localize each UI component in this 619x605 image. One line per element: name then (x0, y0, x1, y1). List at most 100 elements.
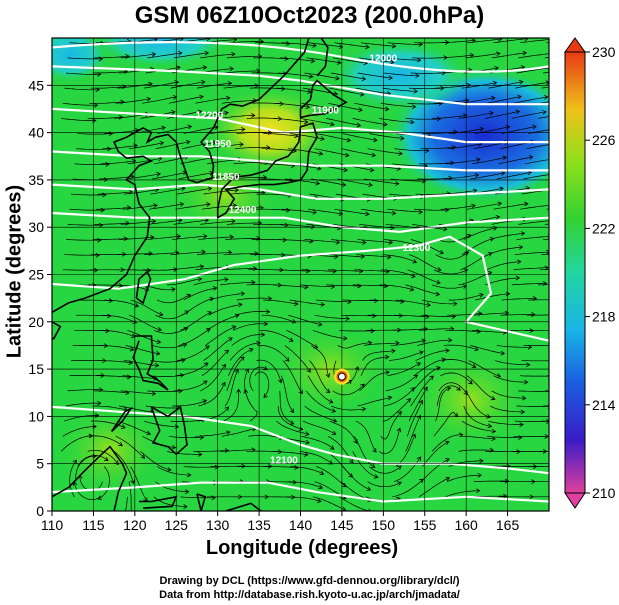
streamline-arrow (418, 399, 423, 405)
streamline (413, 208, 449, 211)
streamline-arrow (306, 368, 311, 373)
streamline-arrow (500, 171, 506, 176)
streamline (538, 284, 549, 286)
streamline-arrow (117, 531, 121, 535)
streamline (415, 350, 450, 361)
streamline (153, 327, 188, 334)
streamline-arrow (397, 411, 402, 416)
streamline-arrow (171, 444, 177, 450)
streamline-arrow (451, 144, 457, 150)
streamline-arrow (353, 439, 358, 444)
streamline-arrow (418, 209, 423, 215)
streamline (148, 374, 184, 377)
streamline-arrow (130, 479, 135, 485)
streamline (148, 203, 184, 210)
streamline-arrow (372, 448, 377, 453)
streamline (493, 38, 529, 44)
streamline (496, 172, 532, 180)
streamline (485, 111, 520, 119)
streamline (330, 405, 366, 411)
height-contour (52, 41, 549, 73)
streamline-arrow (228, 250, 233, 255)
streamline-arrow (471, 363, 477, 368)
streamline-arrow (214, 464, 220, 470)
streamline (167, 111, 202, 119)
streamline-arrow (445, 476, 451, 482)
streamline (436, 385, 461, 407)
streamline (228, 348, 254, 376)
y-tick-label: 25 (28, 267, 44, 283)
streamline-arrow (365, 211, 370, 217)
streamline (329, 254, 365, 258)
streamline (326, 284, 362, 287)
streamline (92, 70, 128, 74)
streamline (518, 220, 549, 225)
streamline (486, 435, 522, 439)
x-tick-label: 160 (454, 517, 478, 533)
streamline (518, 390, 549, 392)
streamline-arrow (356, 122, 362, 128)
streamline (312, 496, 346, 511)
streamline-arrow (358, 107, 363, 113)
streamline (466, 202, 502, 210)
streamline (357, 72, 393, 79)
streamline-arrow (557, 141, 561, 145)
streamline-arrow (151, 219, 157, 224)
streamline-arrow (341, 482, 347, 488)
streamline (435, 387, 451, 422)
streamline-arrow (320, 302, 326, 307)
streamline (208, 143, 244, 150)
streamline (278, 72, 313, 78)
streamline (394, 148, 429, 152)
streamline (514, 251, 549, 255)
x-tick-label: 115 (82, 517, 105, 533)
streamline-arrow (495, 214, 501, 220)
streamline-arrow (154, 362, 160, 368)
streamline-arrow (336, 60, 342, 65)
streamline (95, 207, 131, 210)
coastline (299, 79, 348, 119)
streamline (223, 253, 259, 255)
streamline-arrow (463, 390, 468, 396)
streamline-arrow (543, 95, 549, 100)
streamline (225, 70, 260, 74)
streamline (193, 450, 229, 452)
streamline-arrow (518, 244, 524, 250)
streamline (244, 368, 252, 407)
streamline (437, 234, 471, 243)
streamline-arrow (254, 83, 259, 89)
streamline-arrow (318, 484, 324, 490)
streamline (104, 299, 139, 307)
streamline (66, 239, 101, 241)
streamline (445, 490, 480, 498)
streamline (369, 465, 402, 474)
streamline (281, 208, 317, 213)
streamline (228, 41, 264, 44)
streamline-arrow (166, 467, 172, 472)
colorbar-tick-label: 226 (592, 132, 616, 148)
streamline (417, 339, 452, 346)
streamline-arrow (248, 347, 254, 353)
streamline-arrow (240, 291, 246, 297)
streamline (196, 252, 232, 255)
streamline-arrow (212, 286, 218, 291)
streamline (301, 435, 335, 450)
streamline (355, 254, 391, 258)
streamline-arrow (586, 465, 589, 469)
streamline (431, 434, 463, 452)
streamline (273, 284, 308, 288)
streamline-arrow (227, 81, 233, 86)
streamline-arrow (153, 203, 158, 209)
streamline (102, 314, 137, 324)
streamline (89, 101, 125, 104)
streamline (173, 380, 208, 392)
streamline-arrow (550, 389, 553, 393)
streamline-arrow (502, 155, 508, 161)
streamline (463, 227, 497, 240)
streamline (524, 159, 549, 165)
streamline-arrow (97, 237, 102, 243)
streamline-arrow (383, 283, 389, 289)
streamline-arrow (489, 110, 494, 116)
streamline (408, 87, 444, 90)
streamline (140, 284, 176, 291)
